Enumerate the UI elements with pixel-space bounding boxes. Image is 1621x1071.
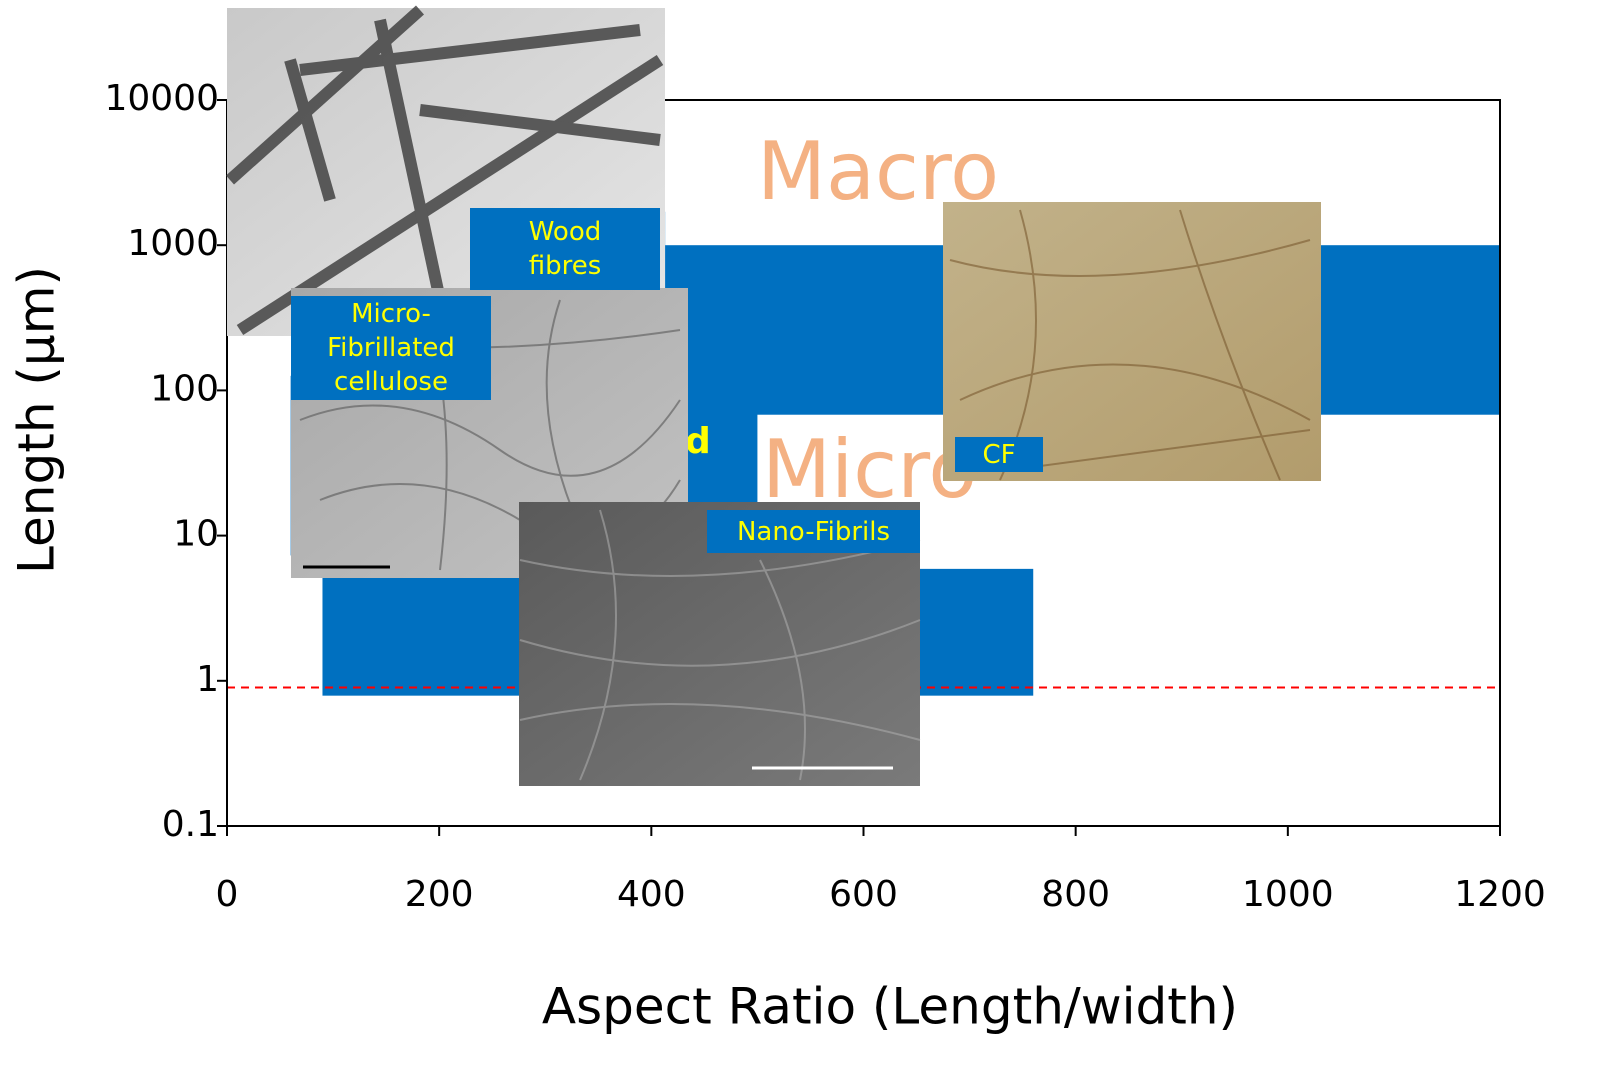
photo-label: Nano-Fibrils [707,510,920,553]
y-tick-label: 10000 [104,78,219,119]
page: MacroMicrod 0.11101001000100000200400600… [0,0,1621,1071]
x-tick-label: 400 [617,874,686,915]
x-tick-label: 200 [405,874,474,915]
y-tick-label: 0.1 [162,804,219,845]
x-tick-label: 1000 [1242,874,1334,915]
x-tick-label: 800 [1041,874,1110,915]
x-axis-label: Aspect Ratio (Length/width) [542,978,1238,1036]
y-tick-label: 10 [173,514,219,555]
label-text: CF [982,438,1015,472]
annotation: d [685,421,711,462]
y-tick-label: 1 [196,659,219,700]
label-text: Wood fibres [515,215,615,283]
label-text: Nano-Fibrils [737,515,890,549]
label-text: Micro-Fibrillated cellulose [316,297,466,399]
y-axis-label: Length (µm) [8,266,66,574]
y-tick-label: 100 [150,368,219,409]
x-tick-label: 600 [829,874,898,915]
photo-label: Micro-Fibrillated cellulose [291,296,491,400]
x-tick-label: 0 [216,874,239,915]
photo-label: CF [955,437,1043,472]
x-tick-label: 1200 [1454,874,1546,915]
photo-label: Wood fibres [470,208,660,290]
y-tick-label: 1000 [127,223,219,264]
